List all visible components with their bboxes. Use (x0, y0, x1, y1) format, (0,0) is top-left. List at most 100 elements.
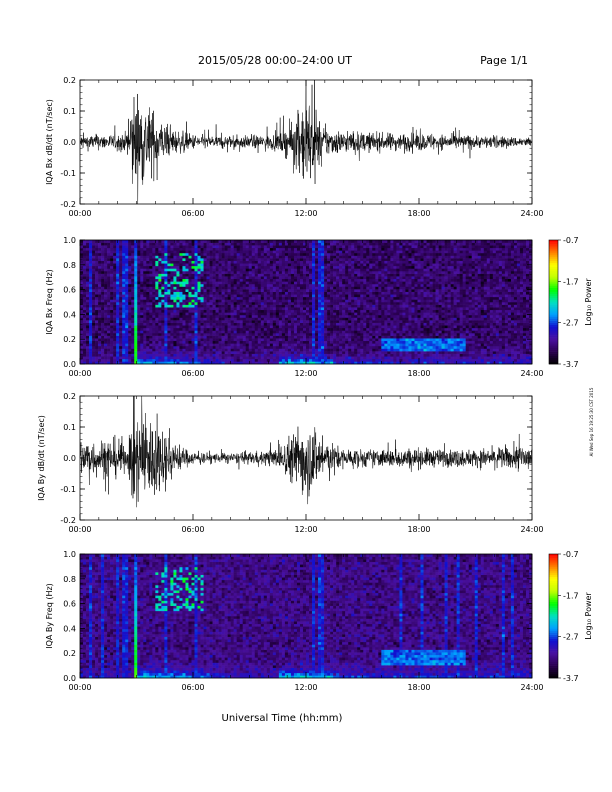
bx-spectrogram-cell (119, 351, 123, 354)
bx-spectrogram-cell (137, 361, 141, 365)
bx-spectrogram-cell (176, 265, 180, 269)
bx-spectrogram-cell (116, 260, 120, 264)
bx-spectrogram-cell (230, 330, 234, 334)
bx-spectrogram-cell (245, 333, 250, 336)
bx-spectrogram-cell (327, 278, 331, 282)
bx-spectrogram-cell (245, 296, 250, 300)
bx-spectrogram-cell (312, 356, 316, 360)
bx-spectrogram-cell (348, 317, 352, 321)
bx-spectrogram-cell (140, 268, 144, 272)
bx-spectrogram-cell (164, 345, 168, 349)
bx-spectrogram-cell (203, 281, 207, 285)
bx-spectrogram-cell (80, 345, 84, 349)
bx-spectrogram-cell (155, 250, 159, 254)
bx-spectrogram-cell (203, 240, 207, 243)
bx-spectrogram-cell (275, 312, 280, 316)
bx-spectrogram-cell (149, 252, 153, 256)
bx-spectrogram-cell (170, 338, 174, 342)
bx-spectrogram-cell (119, 252, 123, 256)
bx-spectrogram-cell (209, 348, 213, 352)
bx-spectrogram-cell (146, 296, 150, 300)
bx-spectrogram-cell (324, 333, 328, 336)
bx-spectrogram-cell (351, 289, 355, 292)
bx-spectrogram-cell (227, 296, 231, 300)
bx-spectrogram-cell (173, 278, 177, 282)
bx-spectrogram-cell (224, 299, 228, 303)
bx-spectrogram-cell (375, 299, 379, 303)
bx-spectrogram-cell (101, 330, 105, 334)
bx-spectrogram-cell (221, 260, 225, 264)
bx-spectrogram-cell (336, 291, 340, 295)
bx-spectrogram-cell (119, 273, 123, 277)
bx-spectrogram-cell (185, 278, 189, 282)
bx-spectrogram-cell (321, 330, 325, 334)
bx-spectrogram-cell (327, 255, 331, 259)
bx-spectrogram-cell (83, 325, 87, 329)
bx-spectrogram-cell (281, 296, 286, 300)
bx-spectrogram-cell (260, 343, 265, 347)
bx-spectrogram-cell (360, 348, 364, 352)
bx-spectrogram-cell (290, 327, 295, 331)
bx-spectrogram-cell (290, 252, 295, 256)
bx-spectrogram-cell (381, 314, 385, 318)
bx-spectrogram-cell (95, 276, 99, 280)
bx-spectrogram-cell (89, 260, 93, 264)
bx-spectrogram-cell (363, 340, 367, 344)
bx-spectrogram-cell (158, 265, 162, 269)
bx-spectrogram-cell (372, 271, 376, 274)
bx-spectrogram-cell (155, 255, 159, 259)
bx-spectrogram-cell (173, 345, 177, 349)
bx-spectrogram-cell (107, 265, 111, 269)
bx-spectrogram-cell (324, 353, 328, 357)
bx-spectrogram-cell (302, 245, 307, 249)
bx-spectrogram-cell (218, 268, 222, 272)
bx-spectrogram-cell (212, 289, 216, 292)
bx-spectrogram-cell (278, 276, 283, 280)
bx-spectrogram-cell (336, 322, 340, 326)
bx-spectrogram-cell (158, 260, 162, 264)
bx-spectrogram-cell (149, 281, 153, 285)
bx-spectrogram-cell (239, 289, 244, 292)
bx-spectrogram-cell (113, 258, 117, 261)
bx-spectrogram-cell (101, 255, 105, 259)
bx-spectrogram-cell (245, 291, 250, 295)
bx-spectrogram-cell (200, 330, 204, 334)
bx-spectrogram-cell (158, 240, 162, 243)
bx-spectrogram-cell (158, 258, 162, 261)
bx-spectrogram-cell (287, 304, 292, 308)
bx-spectrogram-cell (191, 335, 195, 339)
bx-spectrogram-cell (164, 283, 168, 287)
bx-spectrogram-cell (209, 312, 213, 316)
bx-spectrogram-cell (312, 309, 316, 313)
bx-spectrogram-cell (176, 294, 180, 298)
bx-spectrogram-cell (170, 273, 174, 277)
bx-spectrogram-cell (254, 351, 259, 354)
bx-spectrogram-cell (381, 309, 385, 313)
bx-spectrogram-cell (161, 309, 165, 313)
bx-spectrogram-cell (381, 356, 385, 360)
bx-spectrogram-cell (221, 320, 225, 323)
bx-spectrogram-cell (302, 265, 307, 269)
bx-spectrogram-cell (170, 351, 174, 354)
bx-spectrogram-cell (248, 250, 253, 254)
bx-spectrogram-cell (230, 358, 234, 362)
bx-spectrogram-cell (354, 320, 358, 323)
bx-spectrogram-cell (194, 286, 198, 290)
bx-spectrogram-cell (315, 358, 319, 362)
bx-spectrogram-cell (146, 307, 150, 311)
bx-spectrogram-cell (275, 343, 280, 347)
bx-spectrogram-cell (269, 268, 274, 272)
bx-spectrogram-cell (122, 317, 126, 321)
bx-spectrogram-cell (290, 312, 295, 316)
bx-spectrogram-cell (339, 330, 343, 334)
bx-spectrogram-cell (360, 314, 364, 318)
bx-spectrogram-cell (221, 299, 225, 303)
bx-spectrogram-cell (254, 338, 259, 342)
bx-spectrogram-cell (212, 271, 216, 274)
bx-spectrogram-cell (236, 299, 240, 303)
bx-spectrogram-cell (116, 348, 120, 352)
bx-spectrogram-cell (324, 314, 328, 318)
bx-spectrogram-cell (272, 307, 277, 311)
bx-spectrogram-cell (92, 278, 96, 282)
bx-spectrogram-cell (275, 309, 280, 313)
